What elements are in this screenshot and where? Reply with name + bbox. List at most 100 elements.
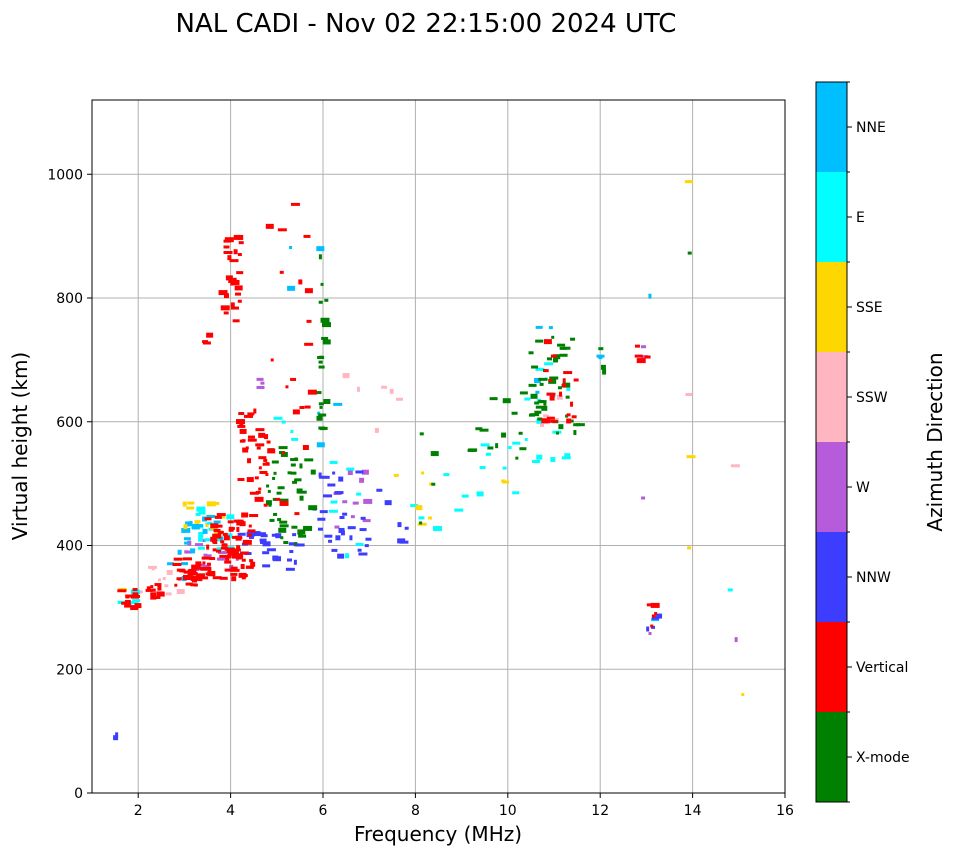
data-point-vertical <box>559 391 563 397</box>
data-point-nnw <box>328 539 333 543</box>
data-point-x-mode <box>568 419 574 423</box>
data-point-vertical <box>220 540 225 544</box>
data-point-w <box>350 515 355 519</box>
data-point-vertical <box>258 456 267 460</box>
data-point-nne <box>183 537 191 541</box>
data-point-nnw <box>324 534 333 538</box>
colorbar-tick-label: SSE <box>856 300 883 316</box>
x-tick-label: 4 <box>226 803 235 819</box>
x-tick-label: 16 <box>776 803 794 819</box>
data-point-x-mode <box>321 336 329 340</box>
data-point-w <box>217 551 227 555</box>
data-point-x-mode <box>519 447 527 451</box>
data-point-e <box>291 437 299 441</box>
data-point-x-mode <box>318 365 325 369</box>
data-point-x-mode <box>535 405 542 409</box>
data-point-vertical <box>258 432 266 438</box>
data-point-vertical <box>157 585 162 591</box>
data-point-vertical <box>223 245 230 249</box>
data-point-vertical <box>178 577 182 581</box>
data-point-vertical <box>267 448 276 454</box>
data-point-vertical <box>223 251 233 255</box>
data-point-x-mode <box>559 346 567 350</box>
data-point-e <box>564 453 571 459</box>
data-point-vertical <box>566 413 571 417</box>
data-point-nne <box>181 562 189 566</box>
data-point-w <box>648 631 652 635</box>
data-point-vertical <box>174 583 178 587</box>
data-point-x-mode <box>535 339 544 343</box>
data-point-nne <box>190 548 196 554</box>
colorbar-swatch <box>816 622 847 712</box>
data-point-x-mode <box>518 431 523 435</box>
data-point-nnw <box>253 531 261 537</box>
data-point-ssw <box>157 578 161 582</box>
data-point-x-mode <box>279 524 289 528</box>
data-point-x-mode <box>318 300 323 304</box>
data-point-x-mode <box>290 471 297 475</box>
data-point-vertical <box>550 419 558 423</box>
data-point-vertical <box>195 561 202 567</box>
data-point-vertical <box>193 583 198 587</box>
colorbar-label: Azimuth Direction <box>923 352 947 531</box>
colorbar-tick-label: W <box>856 480 870 496</box>
data-point-e <box>130 589 140 595</box>
data-point-x-mode <box>528 383 537 387</box>
data-point-x-mode <box>430 451 439 457</box>
data-point-x-mode <box>501 432 507 438</box>
data-point-vertical <box>262 462 270 466</box>
data-point-e <box>536 454 543 460</box>
data-point-nnw <box>651 616 659 620</box>
data-point-vertical <box>172 562 182 566</box>
data-point-x-mode <box>320 426 328 430</box>
data-point-vertical <box>173 557 183 561</box>
data-point-e <box>461 494 469 498</box>
data-point-ssw <box>374 427 379 433</box>
data-point-x-mode <box>294 542 298 546</box>
data-point-vertical <box>130 595 139 599</box>
y-axis-label: Virtual height (km) <box>8 352 32 541</box>
data-point-vertical <box>212 533 222 539</box>
data-point-vertical <box>176 568 185 572</box>
data-point-nne <box>202 516 208 522</box>
data-point-nnw <box>293 559 297 565</box>
data-point-x-mode <box>297 490 307 494</box>
data-point-e <box>198 511 206 515</box>
data-point-x-mode <box>543 402 547 406</box>
data-point-x-mode <box>273 471 277 475</box>
data-point-w <box>260 381 265 385</box>
data-point-vertical <box>299 405 305 409</box>
data-point-x-mode <box>310 469 316 475</box>
data-point-x-mode <box>534 410 542 414</box>
colorbar-swatch <box>816 82 847 172</box>
data-point-vertical <box>207 566 212 570</box>
data-point-vertical <box>241 574 246 580</box>
data-point-vertical <box>217 530 224 534</box>
data-point-vertical <box>259 470 268 474</box>
data-point-nnw <box>347 526 356 530</box>
data-point-e <box>197 546 205 550</box>
data-point-vertical <box>281 451 285 455</box>
data-point-nnw <box>397 522 402 528</box>
data-point-vertical <box>550 354 557 358</box>
data-point-vertical <box>240 564 245 570</box>
data-point-vertical <box>212 548 217 552</box>
data-point-vertical <box>566 418 572 424</box>
data-point-w <box>203 553 208 557</box>
data-point-vertical <box>195 573 205 579</box>
data-point-vertical <box>202 561 206 565</box>
data-point-w <box>734 637 738 643</box>
data-point-ssw <box>539 423 544 427</box>
data-point-x-mode <box>519 391 528 395</box>
data-point-nnw <box>404 526 409 530</box>
data-point-nne <box>167 562 175 566</box>
colorbar: X-mode Vertical NNW W SSW SSE E NNE <box>815 81 910 803</box>
data-point-nnw <box>286 558 292 562</box>
y-tick-label: 400 <box>56 539 83 555</box>
data-point-vertical <box>651 614 656 618</box>
data-point-e <box>550 456 556 462</box>
data-point-x-mode <box>598 347 604 351</box>
data-point-vertical <box>247 458 252 464</box>
data-point-vertical <box>650 624 654 628</box>
data-point-vertical <box>204 517 212 521</box>
